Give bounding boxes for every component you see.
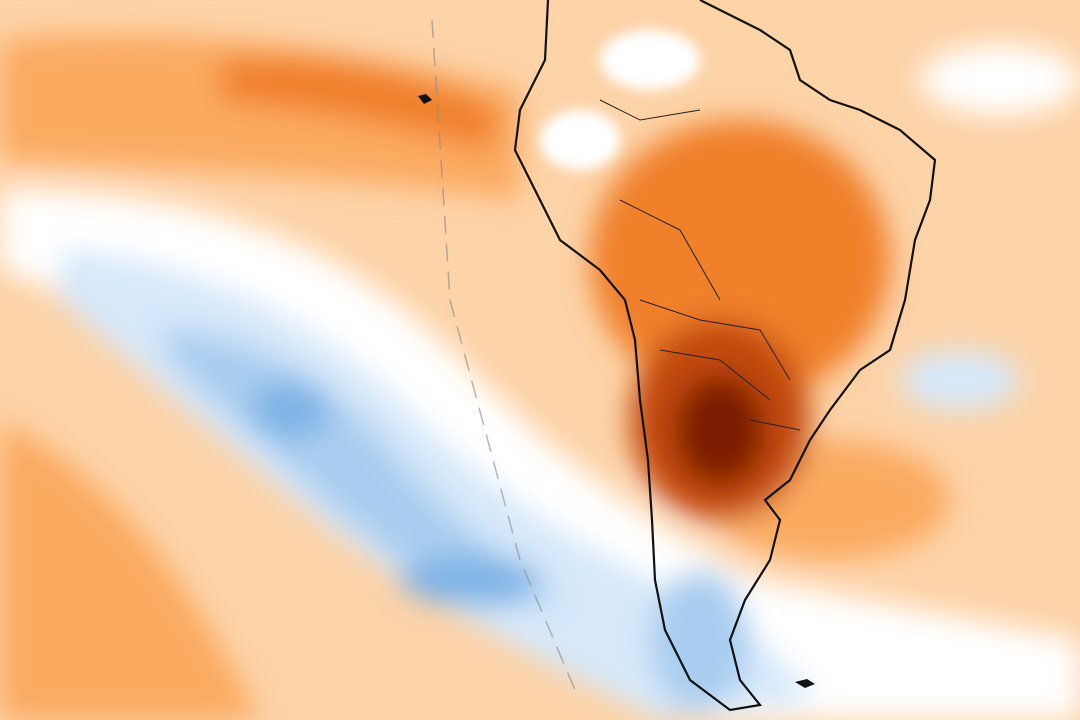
warm-continent	[590, 120, 890, 400]
cool-east	[900, 350, 1020, 410]
andes-white	[540, 30, 700, 170]
cool-ne	[920, 45, 1080, 115]
anomaly-field	[0, 34, 1080, 720]
cool-center	[250, 380, 330, 440]
galapagos-islands	[418, 94, 432, 104]
hot-core	[675, 375, 765, 485]
country-borders	[599, 99, 801, 431]
falkland-islands	[795, 679, 815, 688]
cool-patagonia	[650, 570, 750, 710]
warm-sw	[0, 420, 260, 720]
cool-south	[400, 555, 540, 605]
satellite-track	[431, 19, 576, 691]
warm-core-north	[220, 57, 500, 150]
south-america-coastline	[513, 0, 937, 712]
